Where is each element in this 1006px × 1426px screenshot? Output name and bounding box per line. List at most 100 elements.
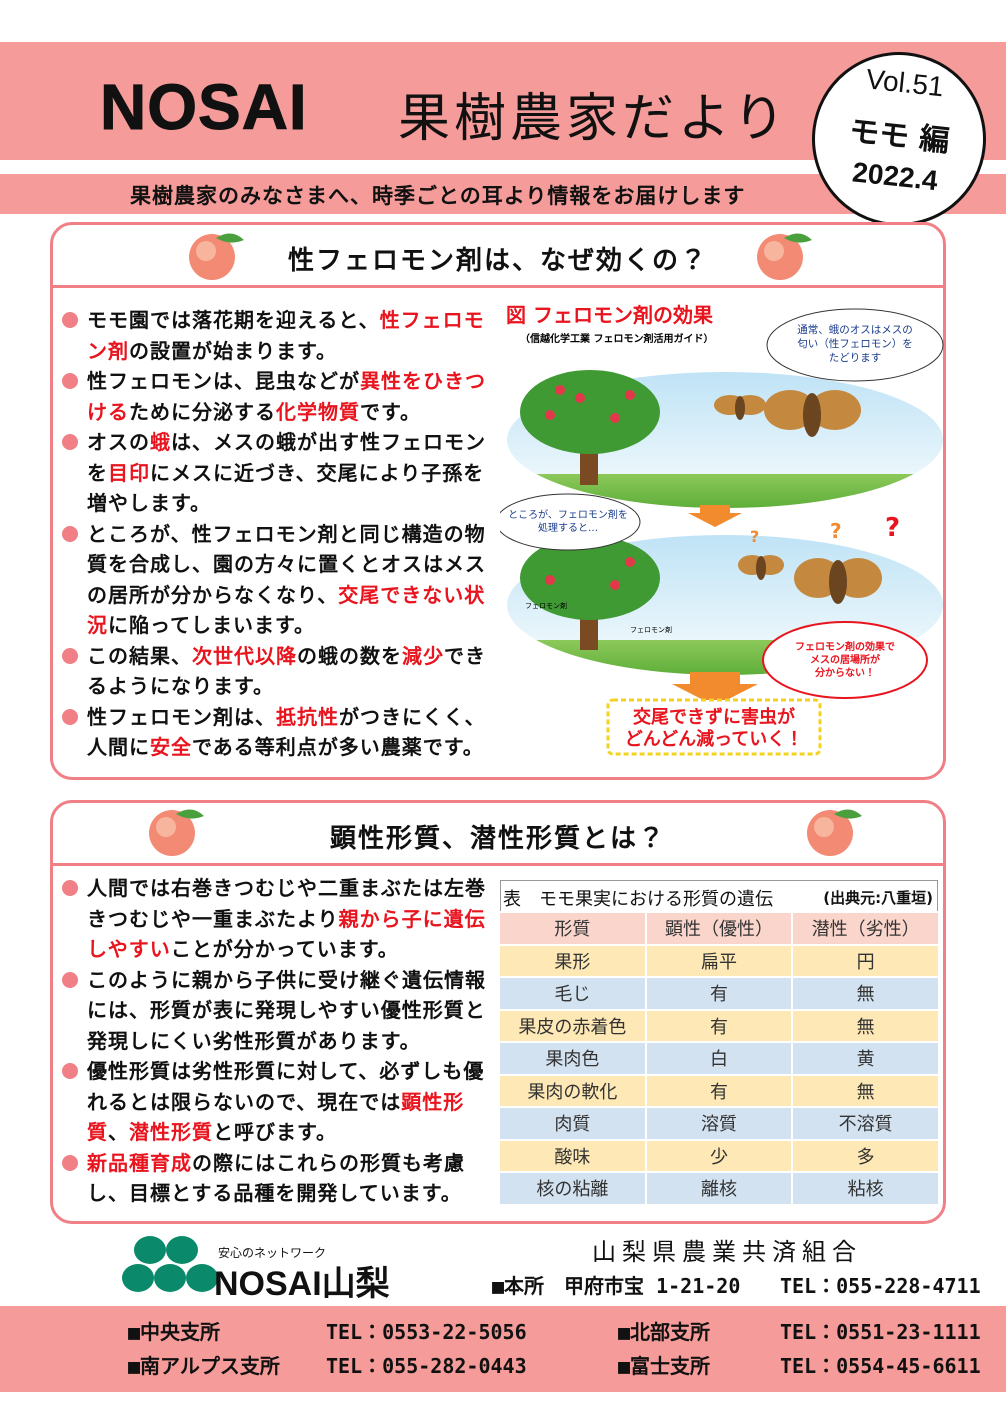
tagline: 果樹農家のみなさまへ、時季ごとの耳より情報をお届けします xyxy=(130,184,746,208)
header-cell: 潜性（劣性） xyxy=(791,911,940,946)
figure: 図 フェロモン剤の効果 （信越化学工業 フェロモン剤活用ガイド） 通常、蛾のオス… xyxy=(500,303,944,756)
branch-tel: TEL：0553-22-5056 xyxy=(326,1320,527,1344)
speech-bubble xyxy=(500,493,641,551)
highlight-text: 潜性形質 xyxy=(129,1120,213,1144)
bullet-list: モモ園では落花期を迎えると、性フェロモン剤の設置が始まります。 性フェロモンは、昆… xyxy=(60,305,498,763)
table-cell: 無 xyxy=(791,976,940,1011)
table-cell: 核の粘離 xyxy=(498,1171,647,1206)
figure-text: 交尾できずに害虫が xyxy=(633,706,795,728)
bullet-text: 、 xyxy=(108,1120,129,1144)
brand: NOSAI xyxy=(100,71,308,144)
table-cell: 溶質 xyxy=(644,1106,794,1141)
table-cell: 肉質 xyxy=(498,1106,647,1141)
bullet-text: 性フェロモン剤は、 xyxy=(87,704,276,729)
bullet-text: ために分泌する xyxy=(129,399,276,424)
highlight-text: 減少 xyxy=(402,643,444,668)
bullet-text: の際にはこれらの形質も考慮し、目標とする品種を開発しています。 xyxy=(87,1150,465,1206)
table-row: 果肉の軟化有無 xyxy=(498,1073,940,1108)
table-cell: 粘核 xyxy=(791,1171,940,1206)
table-cell: 円 xyxy=(791,943,940,978)
bullet-text: できるようになります。 xyxy=(87,643,486,699)
bullet-text: ところが、性フェロモン剤と同じ構造の物質を合成し、園の方々に置くとオスはメスの居… xyxy=(87,521,486,607)
highlight-text: 交尾できない状況 xyxy=(87,582,486,638)
table-cell: 果肉の軟化 xyxy=(498,1073,647,1108)
figure-label: フェロモン剤 xyxy=(630,625,672,634)
figure-text: 処理すると… xyxy=(538,521,598,534)
header-cell: 形質 xyxy=(498,911,647,946)
table-row: 毛じ有無 xyxy=(498,976,940,1011)
bullet-text: 優性形質は劣性形質に対して、必ずしも優れるとは限らないので、現在では xyxy=(87,1059,485,1114)
table-cell: 扁平 xyxy=(644,943,794,978)
figure-text: メスの居場所が xyxy=(810,653,881,666)
figure-source: （信越化学工業 フェロモン剤活用ガイド） xyxy=(520,332,713,345)
table-cell: 果皮の赤着色 xyxy=(498,1008,647,1043)
table-cell: 不溶質 xyxy=(791,1106,940,1141)
bullet-text: の設置が始まります。 xyxy=(129,338,337,363)
bullet-text: は、メスの蛾が出す性フェロモンを xyxy=(87,430,486,485)
moth xyxy=(764,390,861,437)
data-table: 形質 顕性（優性） 潜性（劣性） 果形 扁平円毛じ有無果皮の赤着色有無果肉色白黄果肉の軟… xyxy=(498,911,940,1206)
bullet-text: オスの xyxy=(87,430,150,454)
figure-text: 通常、蛾のオスはメスの xyxy=(797,323,913,336)
figure-text: 匂い（性フェロモン）を xyxy=(797,337,913,350)
figure-label: フェロモン剤 xyxy=(525,601,567,610)
bullet: この結果、次世代以降の蛾の数を減少できるようになります。 xyxy=(60,641,498,702)
highlight-text: 抵抗性 xyxy=(276,704,339,729)
table-cell: 離核 xyxy=(644,1171,794,1206)
branch-tel: TEL：0554-45-6611 xyxy=(780,1354,981,1378)
branch-tel: TEL：055-282-0443 xyxy=(326,1354,527,1378)
section-head: 顕性形質、潜性形質とは？ xyxy=(53,803,943,866)
branch-name: ■北部支所 xyxy=(618,1320,711,1344)
bullet: 性フェロモンは、昆虫などが異性をひきつけるために分泌する化学物質です。 xyxy=(60,366,498,427)
speech-bubble xyxy=(762,621,928,699)
table-cell: 果肉色 xyxy=(498,1041,647,1076)
section-heading: 性フェロモン剤は、なぜ効くの？ xyxy=(287,246,708,276)
header-cell: 顕性（優性） xyxy=(644,911,794,946)
bullet: オスの蛾は、メスの蛾が出す性フェロモンを目印にメスに近づき、交尾により子孫を増や… xyxy=(60,427,498,519)
highlight-text: 性フェロモン剤 xyxy=(87,308,485,363)
bullet-text: モモ園では落花期を迎えると、 xyxy=(87,308,380,332)
bullet: 優性形質は劣性形質に対して、必ずしも優れるとは限らないので、現在では顕性形質、潜… xyxy=(60,1056,496,1148)
bullet: 新品種育成の際にはこれらの形質も考慮し、目標とする品種を開発しています。 xyxy=(60,1148,496,1209)
table-cell: 無 xyxy=(791,1073,940,1108)
table-cell: 白 xyxy=(644,1041,794,1076)
highlight-text: 次世代以降 xyxy=(192,643,297,668)
svg-text:?: ? xyxy=(750,527,759,546)
bullet: 性フェロモン剤は、抵抗性がつきにくく、人間に安全である等利点が多い農薬です。 xyxy=(60,702,498,763)
table-caption: 表 モモ果実における形質の遺伝 (出典元:八重垣) xyxy=(500,880,938,912)
bullet-text: と呼びます。 xyxy=(213,1120,337,1144)
table-row: 果皮の赤着色有無 xyxy=(498,1008,940,1043)
bullet-text: このように親から子供に受け継ぐ遺伝情報には、形質が表に発現しやすい優性形質と発現… xyxy=(87,967,486,1053)
bullet: モモ園では落花期を迎えると、性フェロモン剤の設置が始まります。 xyxy=(60,305,498,366)
table-cell: 多 xyxy=(791,1138,940,1173)
branch-band xyxy=(0,1306,1006,1392)
table-row: 果形 扁平円 xyxy=(498,943,940,978)
table-cell: 毛じ xyxy=(498,976,647,1011)
caption-source: (出典元:八重垣) xyxy=(823,889,933,907)
section-head: 性フェロモン剤は、なぜ効くの？ xyxy=(53,225,943,288)
slogan: 安心のネットワーク xyxy=(218,1246,327,1260)
table-cell: 有 xyxy=(644,1073,794,1108)
organization: 山梨県農業共済組合 xyxy=(592,1238,862,1266)
peach-icon xyxy=(757,233,812,280)
tree xyxy=(520,370,660,454)
branch-tel: TEL：0551-23-1111 xyxy=(780,1320,981,1344)
logo-text: NOSAI山梨 xyxy=(214,1265,390,1303)
bullet-list: 人間では右巻きつむじや二重まぶたは左巻きつむじや一重まぶたより親から子に遺伝しや… xyxy=(60,873,496,1209)
arrow xyxy=(672,672,758,706)
moth xyxy=(738,555,784,580)
bullet-text: がつきにくく、人間に xyxy=(87,704,486,760)
moth xyxy=(714,395,766,420)
bullet-text: ことが分かっています。 xyxy=(170,937,399,961)
peach-icon xyxy=(807,809,862,856)
highlight-text: 目印 xyxy=(108,460,150,485)
bullet-text: 性フェロモンは、昆虫などが xyxy=(87,369,360,393)
highlight-text: 新品種育成 xyxy=(87,1150,192,1175)
branch-name: ■中央支所 xyxy=(128,1320,221,1344)
logo-mark xyxy=(122,1236,218,1292)
table-cell: 果形 xyxy=(498,943,647,978)
table-cell: 有 xyxy=(644,1008,794,1043)
figure-text: ところが、フェロモン剤を xyxy=(508,508,628,521)
speech-bubble xyxy=(766,308,944,382)
